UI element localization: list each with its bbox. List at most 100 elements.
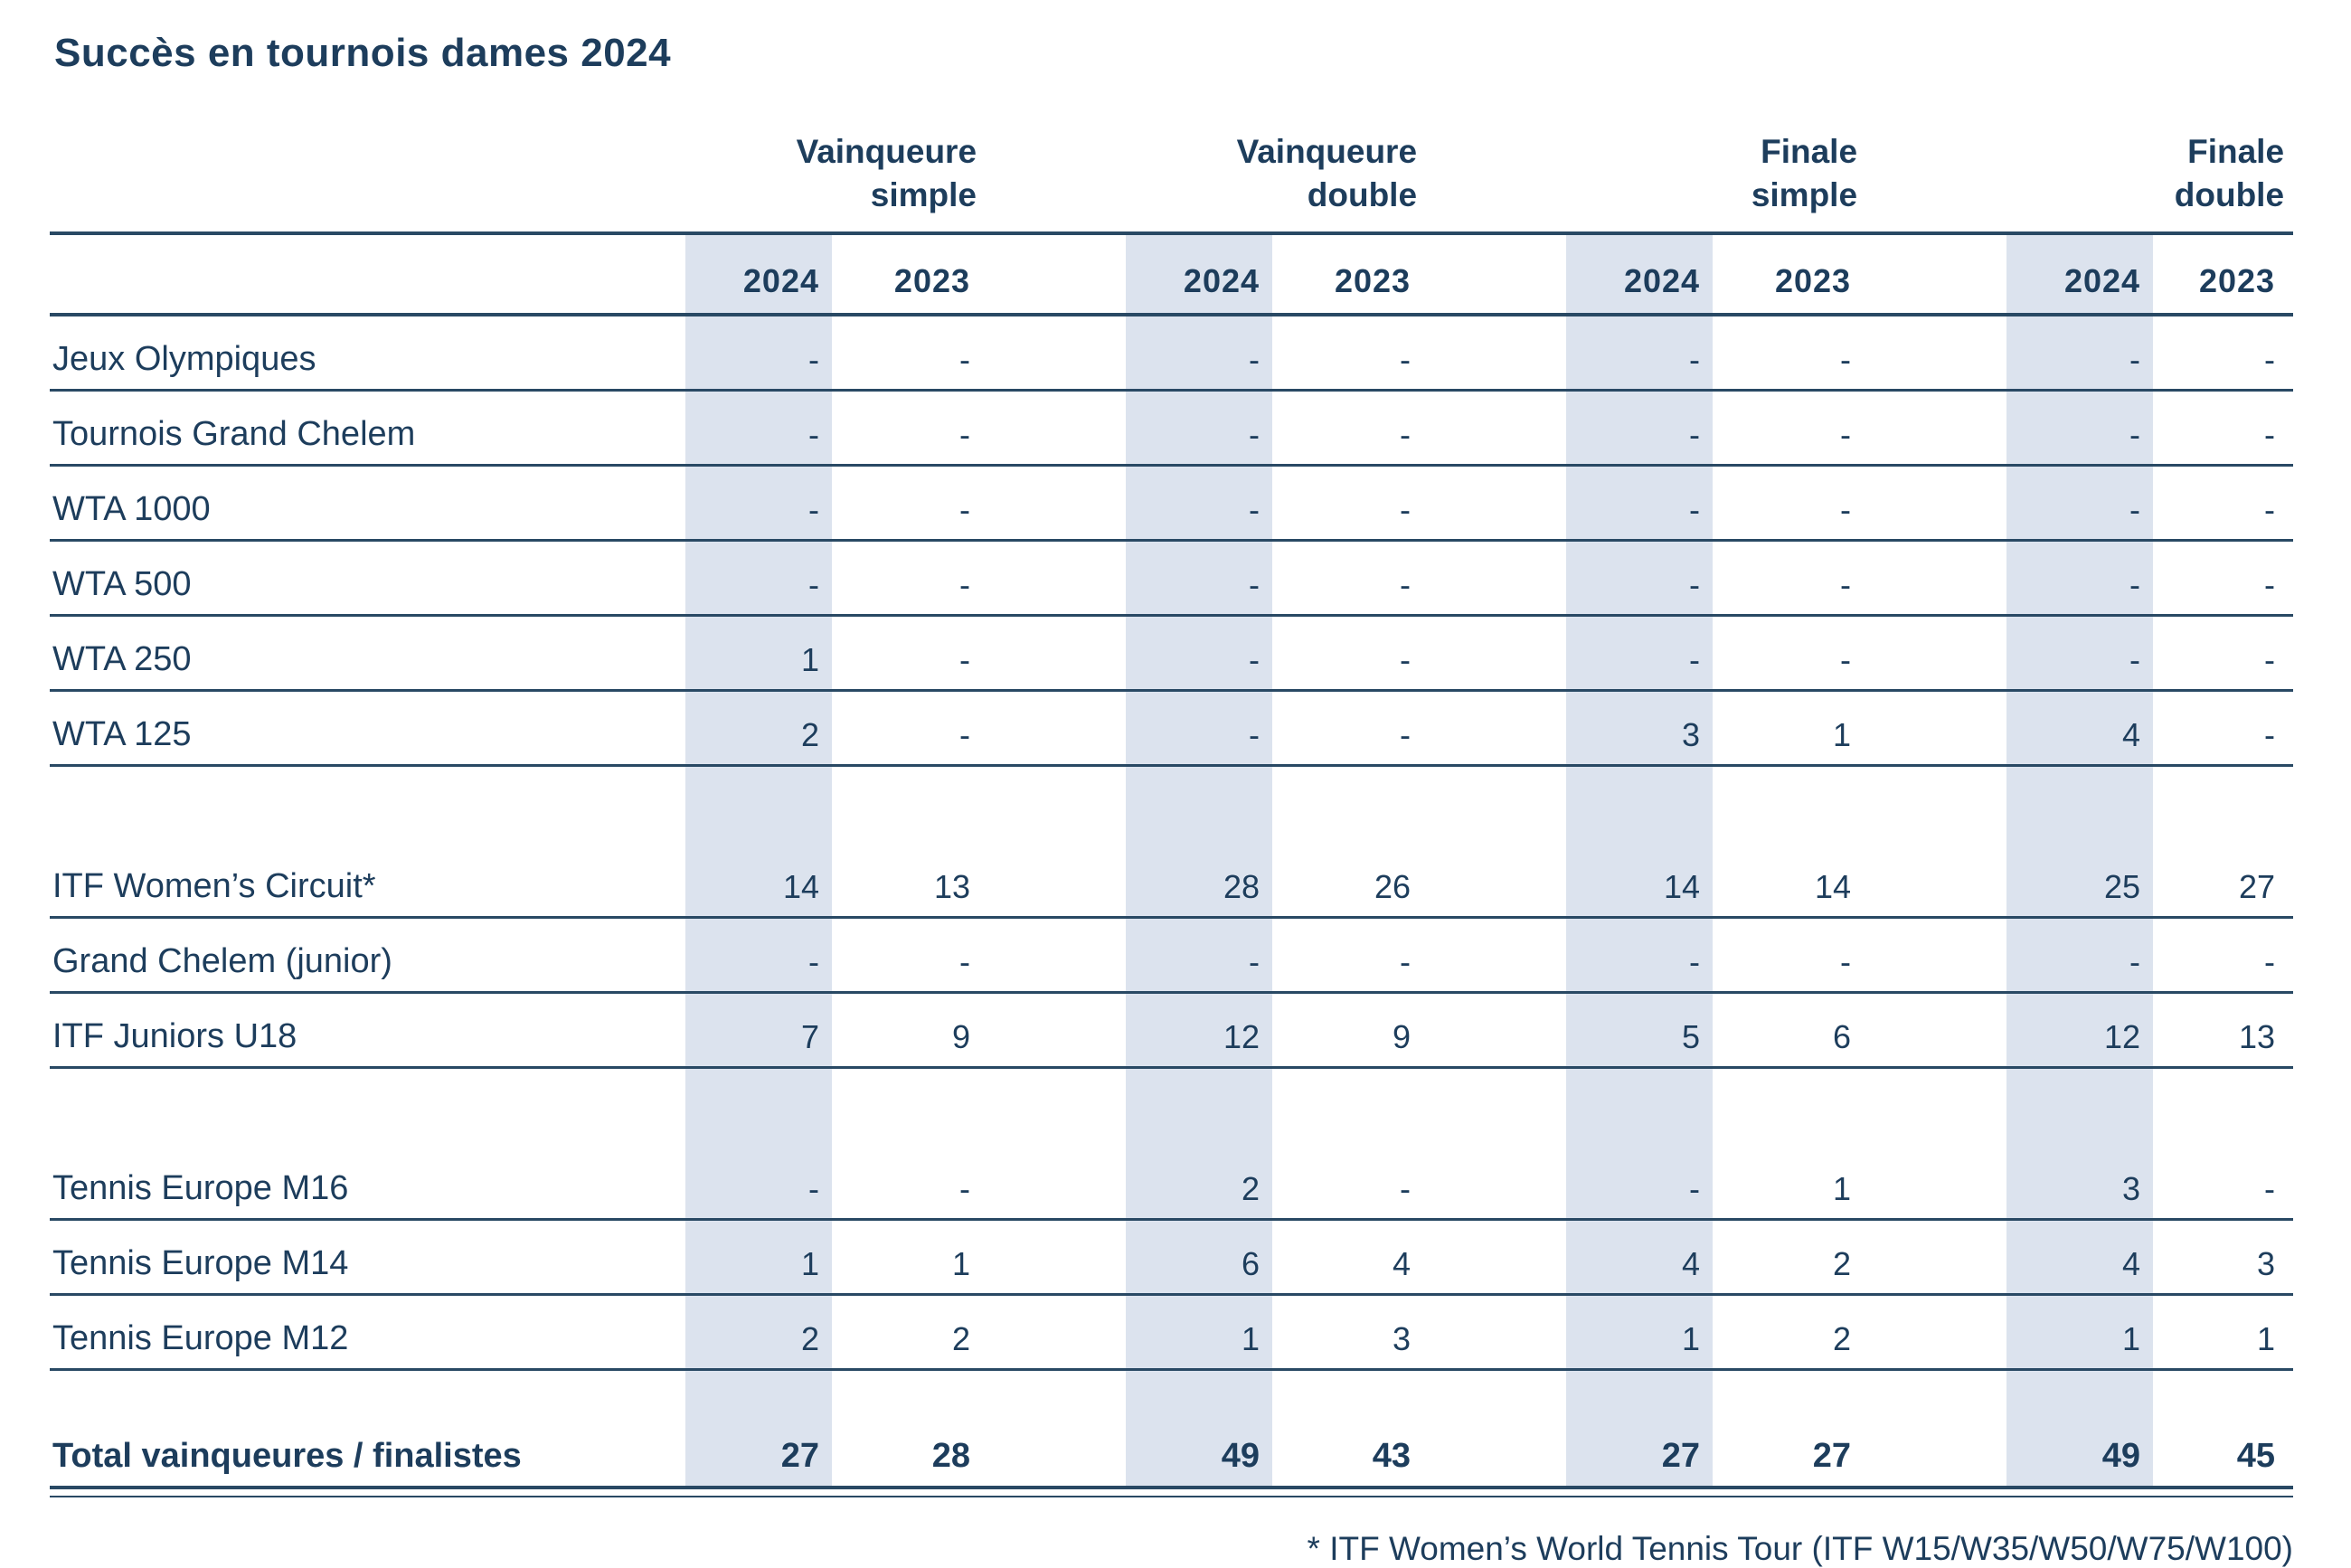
table-row: WTA 250 1 - - - - - - - [50,615,2294,692]
value-cell: - [1713,465,2007,542]
value-cell: 2 [685,1294,832,1371]
corner-cell [50,118,685,235]
value-cell: 2 [1713,1294,2007,1371]
value-cell: - [685,465,832,542]
page-title: Succès en tournois dames 2024 [54,31,672,75]
total-value: 45 [2153,1422,2294,1489]
value-cell: 1 [1713,690,2007,767]
results-table: Vainqueure simple Vainqueure double Fina… [50,118,2294,1497]
value-cell: - [2153,917,2294,994]
year-header: 2023 [2153,233,2294,316]
table-row: Jeux Olympiques - - - - - - - - [50,315,2294,392]
value-cell: - [832,1146,1127,1221]
year-header: 2024 [685,233,832,316]
value-cell: 13 [832,844,1127,919]
total-value: 27 [685,1422,832,1489]
table-row: Grand Chelem (junior) - - - - - - - - [50,917,2294,994]
value-cell: 2 [685,690,832,767]
value-cell: - [685,390,832,467]
value-cell: - [1566,465,1714,542]
row-label: WTA 1000 [50,465,685,542]
value-cell: - [2153,390,2294,467]
value-cell: 7 [685,992,832,1069]
value-cell: - [2006,315,2154,392]
value-cell: 4 [1272,1219,1567,1296]
total-value: 27 [1566,1422,1714,1489]
value-cell: 1 [685,1219,832,1296]
year-header: 2023 [1713,233,2007,316]
value-cell: 1 [685,615,832,692]
spacer-cell [50,1370,685,1423]
value-cell: - [832,615,1127,692]
value-cell: 3 [1566,690,1714,767]
spacer-cell [1126,1369,1273,1422]
value-cell: 4 [2006,690,2154,767]
table-row: Tennis Europe M16 - - 2 - - 1 3 - [50,1146,2294,1221]
value-cell: 3 [1272,1294,1567,1371]
spacer-cell [2153,1370,2293,1423]
value-cell: - [1126,615,1273,692]
table-row: Tennis Europe M14 1 1 6 4 4 2 4 3 [50,1219,2294,1296]
total-row: Total vainqueures / finalistes 27 28 49 … [50,1422,2294,1489]
spacer-cell [832,1068,1126,1147]
spacer-cell [1713,766,2006,845]
group-header-row: Vainqueure simple Vainqueure double Fina… [50,118,2294,235]
year-header: 2024 [1566,233,1714,316]
spacer-cell [2006,765,2154,844]
total-value: 49 [1126,1422,1273,1489]
value-cell: 13 [2153,992,2294,1069]
value-cell: 3 [2153,1219,2294,1296]
value-cell: - [1126,540,1273,617]
row-label: Tennis Europe M12 [50,1294,685,1371]
total-value: 27 [1713,1422,2007,1489]
value-cell: 28 [1126,844,1273,919]
value-cell: - [1713,540,2007,617]
value-cell: - [1272,917,1567,994]
value-cell: - [1272,465,1567,542]
value-cell: - [1126,690,1273,767]
spacer-row [50,1369,2293,1423]
spacer-cell [1272,1370,1566,1423]
group-label-line1: Vainqueure [796,133,977,170]
value-cell: - [685,1146,832,1221]
value-cell: 12 [1126,992,1273,1069]
value-cell: - [2006,465,2154,542]
year-header: 2023 [1272,233,1567,316]
value-cell: - [832,540,1127,617]
value-cell: - [1126,390,1273,467]
row-label: Jeux Olympiques [50,315,685,392]
spacer-cell [685,1067,832,1146]
group-label-line1: Vainqueure [1236,133,1418,170]
total-value: 49 [2006,1422,2154,1489]
spacer-row [50,1067,2293,1147]
year-header: 2023 [832,233,1127,316]
spacer-cell [2153,766,2293,845]
group-label-line2: double [2174,176,2285,213]
corner-cell [50,233,685,316]
spacer-cell [1713,1370,2006,1423]
value-cell: - [685,540,832,617]
value-cell: - [2153,690,2294,767]
value-cell: 1 [1713,1146,2007,1221]
total-label: Total vainqueures / finalistes [50,1422,685,1489]
row-label: Grand Chelem (junior) [50,917,685,994]
value-cell: 1 [1126,1294,1273,1371]
group-label-line1: Finale [2187,133,2285,170]
value-cell: 2 [1713,1219,2007,1296]
spacer-cell [1272,1068,1566,1147]
value-cell: 9 [1272,992,1567,1069]
value-cell: - [1272,390,1567,467]
value-cell: - [1713,315,2007,392]
row-label: WTA 500 [50,540,685,617]
spacer-cell [1126,1067,1273,1146]
value-cell: - [832,390,1127,467]
group-label-line2: simple [870,176,977,213]
table-row: WTA 500 - - - - - - - - [50,540,2294,617]
value-cell: 5 [1566,992,1714,1069]
table-row: ITF Women’s Circuit* 14 13 28 26 14 14 2… [50,844,2294,919]
value-cell: - [1272,540,1567,617]
value-cell: - [1566,1146,1714,1221]
value-cell: - [1713,390,2007,467]
value-cell: - [832,465,1127,542]
